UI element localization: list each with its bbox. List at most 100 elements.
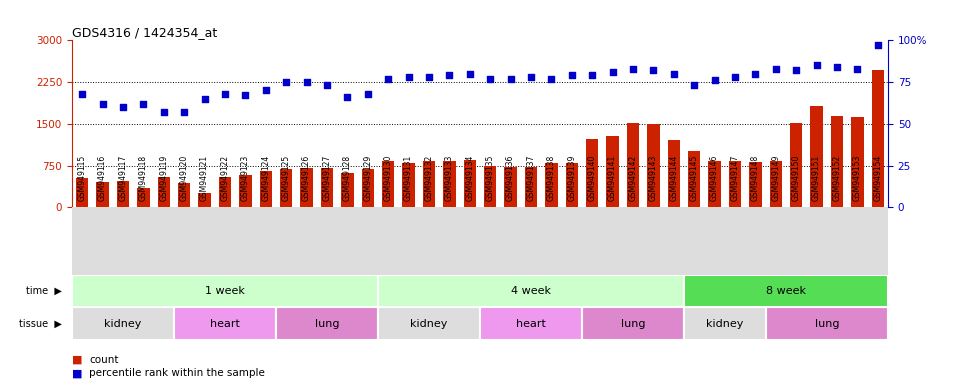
Bar [444, 161, 455, 207]
Text: lung: lung [621, 318, 645, 329]
Text: kidney: kidney [410, 318, 447, 329]
Point [625, 66, 640, 72]
Text: ■: ■ [72, 368, 83, 378]
Bar [117, 181, 129, 207]
Bar [852, 117, 864, 207]
Text: heart: heart [516, 318, 546, 329]
Bar [239, 175, 252, 207]
Bar [72, 275, 378, 307]
Point [421, 74, 437, 80]
Bar [422, 161, 435, 207]
Point [340, 94, 355, 100]
Text: kidney: kidney [105, 318, 142, 329]
Text: 1 week: 1 week [205, 286, 245, 296]
Point [462, 71, 477, 77]
Point [135, 101, 151, 107]
Bar [627, 123, 639, 207]
Bar [321, 168, 333, 207]
Point [95, 101, 110, 107]
Point [748, 71, 763, 77]
Text: GDS4316 / 1424354_at: GDS4316 / 1424354_at [72, 26, 217, 39]
Point [442, 72, 457, 78]
Text: 8 week: 8 week [766, 286, 806, 296]
Bar [382, 161, 395, 207]
Point [543, 76, 559, 82]
Point [829, 64, 845, 70]
Point [115, 104, 131, 110]
Text: 4 week: 4 week [511, 286, 551, 296]
Bar [259, 171, 272, 207]
Text: tissue  ▶: tissue ▶ [19, 318, 62, 329]
Bar [378, 275, 684, 307]
Bar [96, 182, 108, 207]
Point [401, 74, 417, 80]
Point [278, 79, 294, 85]
Point [320, 82, 335, 88]
Point [728, 74, 743, 80]
Point [707, 77, 722, 83]
Bar [729, 161, 741, 207]
Bar [872, 70, 884, 207]
Point [177, 109, 192, 115]
Point [666, 71, 682, 77]
Point [850, 66, 865, 72]
Bar [378, 307, 480, 340]
Bar [199, 194, 211, 207]
Bar [667, 140, 680, 207]
Bar [484, 166, 496, 207]
Point [75, 91, 90, 97]
Bar [178, 183, 190, 207]
Point [768, 66, 783, 72]
Point [523, 74, 539, 80]
Bar [480, 307, 582, 340]
Bar [684, 307, 766, 340]
Bar [586, 139, 598, 207]
Bar [276, 307, 378, 340]
Point [686, 82, 702, 88]
Text: lung: lung [315, 318, 339, 329]
Bar [280, 169, 292, 207]
Bar [750, 162, 761, 207]
Bar [362, 169, 373, 207]
Point [646, 67, 661, 73]
Point [870, 42, 885, 48]
Point [503, 76, 518, 82]
Point [380, 76, 396, 82]
Point [809, 62, 825, 68]
Bar [76, 179, 88, 207]
Bar [565, 163, 578, 207]
Point [258, 88, 274, 94]
Bar [157, 177, 170, 207]
Bar [766, 307, 888, 340]
Text: heart: heart [210, 318, 240, 329]
Bar [647, 124, 660, 207]
Bar [582, 307, 684, 340]
Point [605, 69, 620, 75]
Bar [688, 151, 701, 207]
Point [156, 109, 172, 115]
Text: kidney: kidney [707, 318, 743, 329]
Point [483, 76, 498, 82]
Text: percentile rank within the sample: percentile rank within the sample [89, 368, 265, 378]
Point [564, 72, 580, 78]
Bar [708, 161, 721, 207]
Bar [545, 163, 558, 207]
Text: count: count [89, 355, 119, 365]
Bar [830, 116, 843, 207]
Bar [464, 160, 476, 207]
Bar [137, 188, 150, 207]
Text: time  ▶: time ▶ [26, 286, 62, 296]
Bar [300, 168, 313, 207]
Text: lung: lung [814, 318, 839, 329]
Point [238, 93, 253, 99]
Bar [607, 136, 619, 207]
Bar [72, 307, 174, 340]
Point [788, 67, 804, 73]
Point [299, 79, 314, 85]
Bar [525, 167, 538, 207]
Bar [505, 167, 516, 207]
Bar [770, 161, 782, 207]
Bar [790, 123, 803, 207]
Point [197, 96, 212, 102]
Bar [342, 173, 353, 207]
